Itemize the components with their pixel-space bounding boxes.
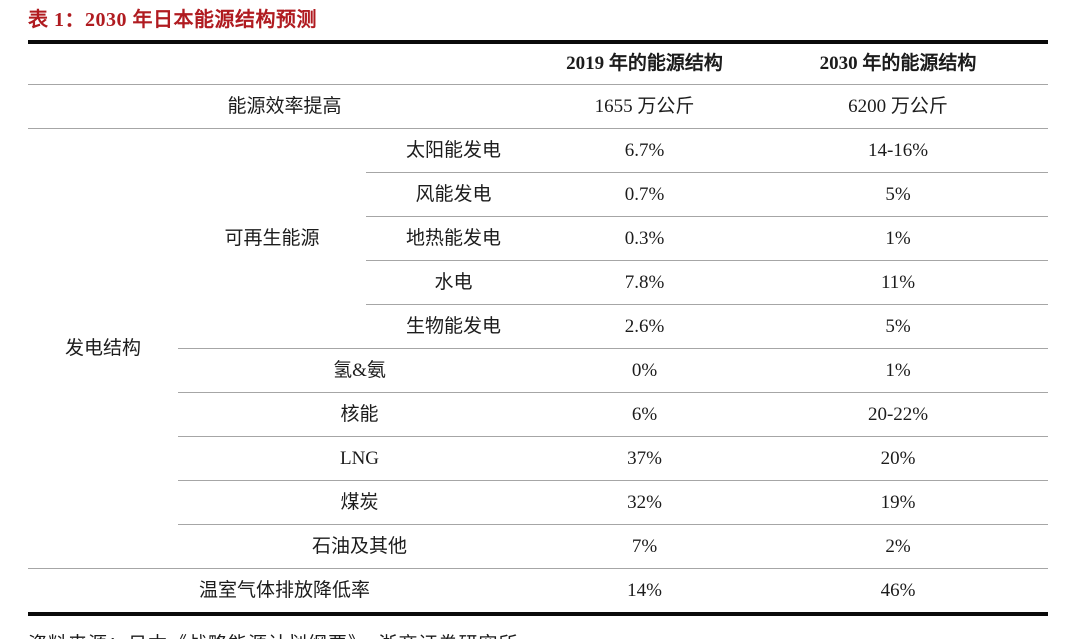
value-2030-cell: 14-16% (748, 128, 1049, 173)
efficiency-label-cell: 能源效率提高 (28, 84, 542, 129)
renewable-row-biomass: 生物能发电 2.6% 5% (28, 304, 1049, 349)
row-label-cell: 核能 (178, 392, 542, 437)
efficiency-row: 能源效率提高 1655 万公斤 6200 万公斤 (28, 84, 1049, 129)
value-2019-cell: 37% (541, 436, 749, 481)
renewable-row-solar: 发电结构 可再生能源 太阳能发电 6.7% 14-16% (28, 128, 1049, 569)
value-2019-cell: 0.7% (541, 172, 749, 217)
row-label-cell: 风能发电 (366, 172, 542, 217)
value-2030-cell: 1% (748, 348, 1049, 393)
generation-group-label-cell: 发电结构 (28, 128, 178, 569)
generation-row-coal: 煤炭 32% 19% (28, 480, 1049, 525)
renewable-row-hydro: 水电 7.8% 11% (28, 260, 1049, 305)
row-label-cell: 煤炭 (178, 480, 542, 525)
value-2030-cell: 46% (880, 579, 916, 601)
row-label-cell: LNG (178, 436, 542, 481)
generation-row-nuclear: 核能 6% 20-22% (28, 392, 1049, 437)
value-2030-cell: 5% (748, 172, 1049, 217)
generation-row-lng: LNG 37% 20% (28, 436, 1049, 481)
value-2019-cell: 0.3% (541, 216, 749, 261)
header-2019-cell: 2019 年的能源结构 (541, 42, 749, 85)
table-title: 表 1：2030 年日本能源结构预测 (28, 9, 317, 31)
efficiency-2019-cell: 1655 万公斤 (541, 84, 749, 129)
row-label-cell: 地热能发电 (366, 216, 542, 261)
row-label-cell: 生物能发电 (366, 304, 542, 349)
header-2030-cell: 2030 年的能源结构 (748, 42, 1049, 85)
value-2019-cell: 32% (541, 480, 749, 525)
header-empty-cell (28, 42, 542, 85)
row-label-cell: 石油及其他 (178, 524, 542, 569)
value-2030-cell: 2% (748, 524, 1049, 569)
value-2019-cell: 14% (627, 579, 662, 601)
value-2030-cell: 20-22% (748, 392, 1049, 437)
energy-structure-table: 2019 年的能源结构 2030 年的能源结构 能源效率提高 1655 万公斤 … (28, 40, 1049, 616)
value-2030-cell: 19% (748, 480, 1049, 525)
value-2019-cell: 7.8% (541, 260, 749, 305)
value-2019-cell: 2.6% (541, 304, 749, 349)
ghg-label-cell: 温室气体排放降低率 (199, 579, 371, 601)
value-2019-cell: 0% (541, 348, 749, 393)
value-2030-cell: 11% (748, 260, 1049, 305)
value-2019-cell: 6% (541, 392, 749, 437)
generation-row-hydrogen-ammonia: 氢&氨 0% 1% (28, 348, 1049, 393)
row-label-cell: 水电 (366, 260, 542, 305)
row-label-cell: 氢&氨 (178, 348, 542, 393)
ghg-row: 温室气体排放降低率 14% 46% (28, 569, 1048, 615)
renewable-group-label-cell: 可再生能源 (178, 128, 366, 349)
row-label-cell: 太阳能发电 (366, 128, 542, 173)
value-2030-cell: 1% (748, 216, 1049, 261)
renewable-row-geothermal: 地热能发电 0.3% 1% (28, 216, 1049, 261)
value-2030-cell: 5% (748, 304, 1049, 349)
value-2030-cell: 20% (748, 436, 1049, 481)
value-2019-cell: 6.7% (541, 128, 749, 173)
value-2019-cell: 7% (541, 524, 749, 569)
source-note: 资料来源：日本《战略能源计划纲要》，浙商证券研究所 (28, 629, 1048, 639)
generation-row-oil-others: 石油及其他 7% 2% (28, 524, 1049, 569)
renewable-row-wind: 风能发电 0.7% 5% (28, 172, 1049, 217)
table-header-row: 2019 年的能源结构 2030 年的能源结构 (28, 42, 1049, 85)
efficiency-2030-cell: 6200 万公斤 (748, 84, 1049, 129)
